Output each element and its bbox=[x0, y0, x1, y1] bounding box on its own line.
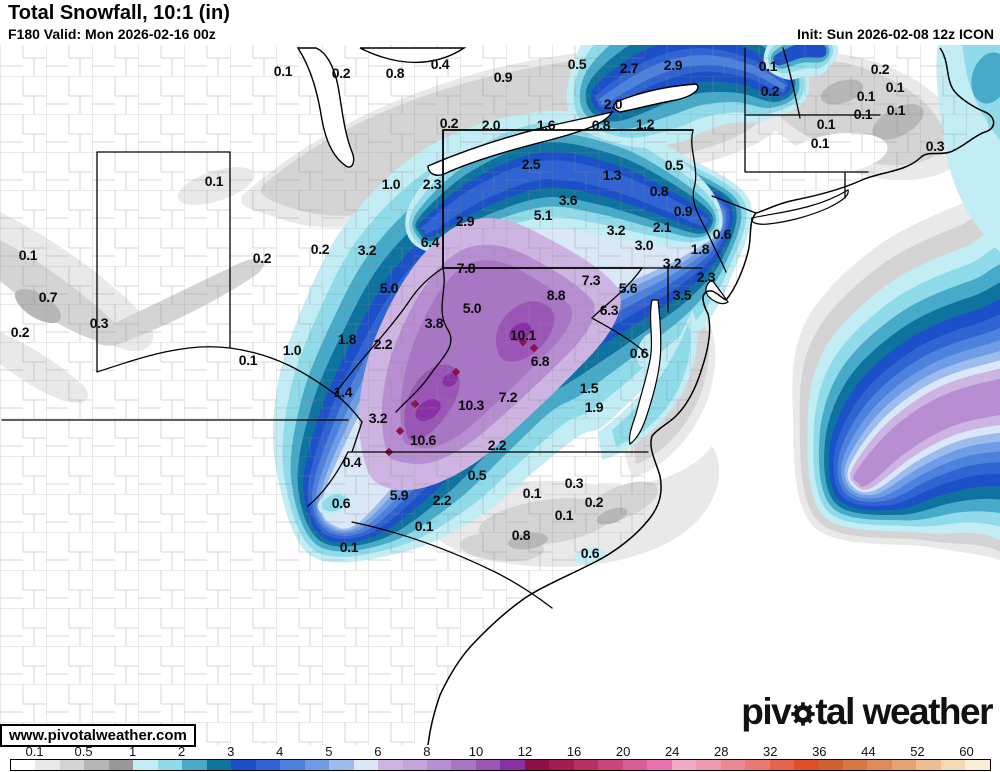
colorbar-swatch bbox=[378, 760, 403, 770]
colorbar-swatch bbox=[524, 760, 550, 770]
colorbar-swatch bbox=[280, 760, 305, 770]
colorbar-swatch bbox=[304, 760, 330, 770]
colorbar-swatch bbox=[182, 760, 207, 770]
colorbar-tick: 8 bbox=[423, 744, 431, 759]
colorbar-swatch bbox=[940, 760, 966, 770]
colorbar-swatch bbox=[745, 760, 770, 770]
colorbar-swatch bbox=[671, 760, 697, 770]
colorbar-tick: 5 bbox=[325, 744, 333, 759]
gear-icon bbox=[791, 702, 815, 726]
colorbar-swatch bbox=[794, 760, 819, 770]
county-lines bbox=[0, 45, 994, 745]
colorbar-swatch bbox=[696, 760, 721, 770]
colorbar-ticks: 0.1 0.5 1 2 3 4 5 6 8 10 12 16 20 24 28 32 36 44 52 60 bbox=[0, 744, 1000, 759]
colorbar-tick: 36 bbox=[812, 744, 827, 759]
snowfall-map bbox=[0, 45, 1000, 745]
colorbar-swatch bbox=[231, 760, 256, 770]
colorbar-tick: 6 bbox=[374, 744, 382, 759]
colorbar-tick: 24 bbox=[664, 744, 680, 759]
state-borders bbox=[1, 47, 881, 609]
colorbar-swatch bbox=[818, 760, 843, 770]
colorbar-tick: 60 bbox=[959, 744, 974, 759]
colorbar-swatch bbox=[157, 760, 183, 770]
page-title: Total Snowfall, 10:1 (in) bbox=[8, 2, 230, 24]
colorbar-tick: 2 bbox=[178, 744, 186, 759]
colorbar-tick: 1 bbox=[129, 744, 137, 759]
colorbar-swatch bbox=[598, 760, 623, 770]
colorbar-swatch bbox=[353, 760, 379, 770]
colorbar-swatch bbox=[329, 760, 354, 770]
colorbar-tick: 16 bbox=[566, 744, 582, 759]
init-time-label: Init: Sun 2026-02-08 12z ICON bbox=[797, 26, 994, 42]
colorbar-swatch bbox=[573, 760, 599, 770]
colorbar-swatch bbox=[84, 760, 109, 770]
colorbar-swatch bbox=[500, 760, 525, 770]
colorbar-swatch bbox=[842, 760, 868, 770]
colorbar bbox=[10, 759, 991, 771]
colorbar-swatch bbox=[255, 760, 281, 770]
colorbar-swatch bbox=[769, 760, 794, 770]
colorbar-swatch bbox=[11, 760, 36, 770]
colorbar-tick: 20 bbox=[615, 744, 631, 759]
colorbar-swatch bbox=[891, 760, 917, 770]
colorbar-swatch bbox=[622, 760, 648, 770]
coastline bbox=[427, 47, 995, 745]
colorbar-swatch bbox=[965, 760, 990, 770]
pivotal-weather-logo: piv tal weather bbox=[737, 691, 996, 733]
colorbar-tick: 0.1 bbox=[25, 744, 44, 759]
colorbar-tick: 10 bbox=[468, 744, 484, 759]
colorbar-swatch bbox=[916, 760, 941, 770]
colorbar-swatch bbox=[549, 760, 574, 770]
colorbar-tick: 28 bbox=[713, 744, 729, 759]
colorbar-swatch bbox=[402, 760, 427, 770]
colorbar-swatch bbox=[59, 760, 85, 770]
colorbar-tick: 52 bbox=[910, 744, 925, 759]
colorbar-tick: 12 bbox=[517, 744, 533, 759]
watermark: www.pivotalweather.com bbox=[0, 724, 196, 747]
colorbar-tick: 4 bbox=[276, 744, 284, 759]
colorbar-swatch bbox=[108, 760, 134, 770]
colorbar-swatch bbox=[35, 760, 60, 770]
logo-text-post: tal weather bbox=[815, 691, 993, 732]
colorbar-swatch bbox=[720, 760, 746, 770]
colorbar-tick: 0.5 bbox=[74, 744, 93, 759]
colorbar-swatch bbox=[475, 760, 501, 770]
colorbar-swatch bbox=[426, 760, 452, 770]
colorbar-swatch bbox=[867, 760, 892, 770]
colorbar-swatch bbox=[451, 760, 476, 770]
colorbar-swatch bbox=[206, 760, 232, 770]
logo-text-pre: piv bbox=[741, 691, 791, 732]
valid-time-label: F180 Valid: Mon 2026-02-16 00z bbox=[8, 26, 216, 42]
colorbar-swatch bbox=[133, 760, 158, 770]
colorbar-tick: 3 bbox=[227, 744, 235, 759]
colorbar-swatch bbox=[647, 760, 672, 770]
colorbar-tick: 32 bbox=[763, 744, 778, 759]
colorbar-tick: 44 bbox=[861, 744, 876, 759]
